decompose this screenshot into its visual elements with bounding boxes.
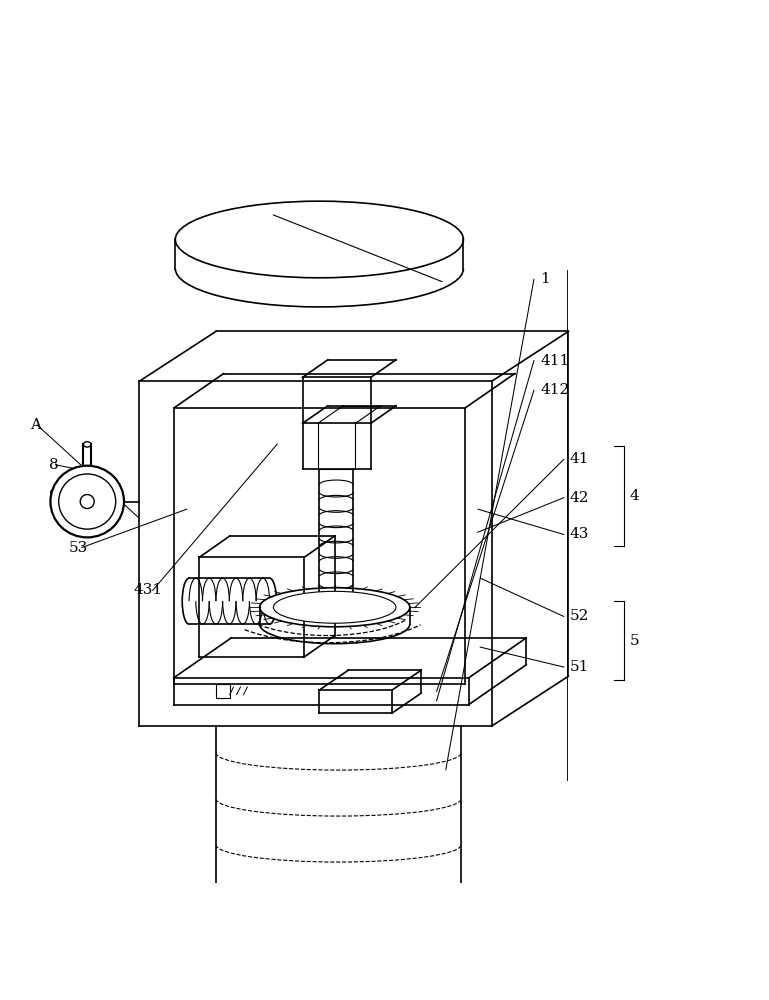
Text: 42: 42	[570, 491, 589, 505]
Bar	[216, 684, 230, 698]
Ellipse shape	[274, 591, 396, 623]
Text: 52: 52	[570, 609, 589, 623]
Text: 51: 51	[570, 660, 589, 674]
Text: 53: 53	[68, 541, 88, 555]
Text: 5: 5	[630, 634, 639, 648]
Text: 8: 8	[49, 458, 58, 472]
Text: 411: 411	[540, 354, 569, 368]
Text: 4: 4	[630, 489, 640, 503]
Ellipse shape	[58, 474, 115, 529]
Text: A: A	[31, 418, 42, 432]
Text: 431: 431	[133, 583, 162, 597]
Ellipse shape	[175, 201, 464, 278]
Text: 412: 412	[540, 383, 569, 397]
Text: 9: 9	[49, 489, 58, 503]
Ellipse shape	[260, 588, 410, 627]
Text: 43: 43	[570, 527, 589, 541]
Ellipse shape	[80, 495, 94, 509]
Text: 1: 1	[540, 272, 550, 286]
Ellipse shape	[83, 442, 91, 447]
Ellipse shape	[51, 466, 124, 537]
Text: 41: 41	[570, 452, 589, 466]
